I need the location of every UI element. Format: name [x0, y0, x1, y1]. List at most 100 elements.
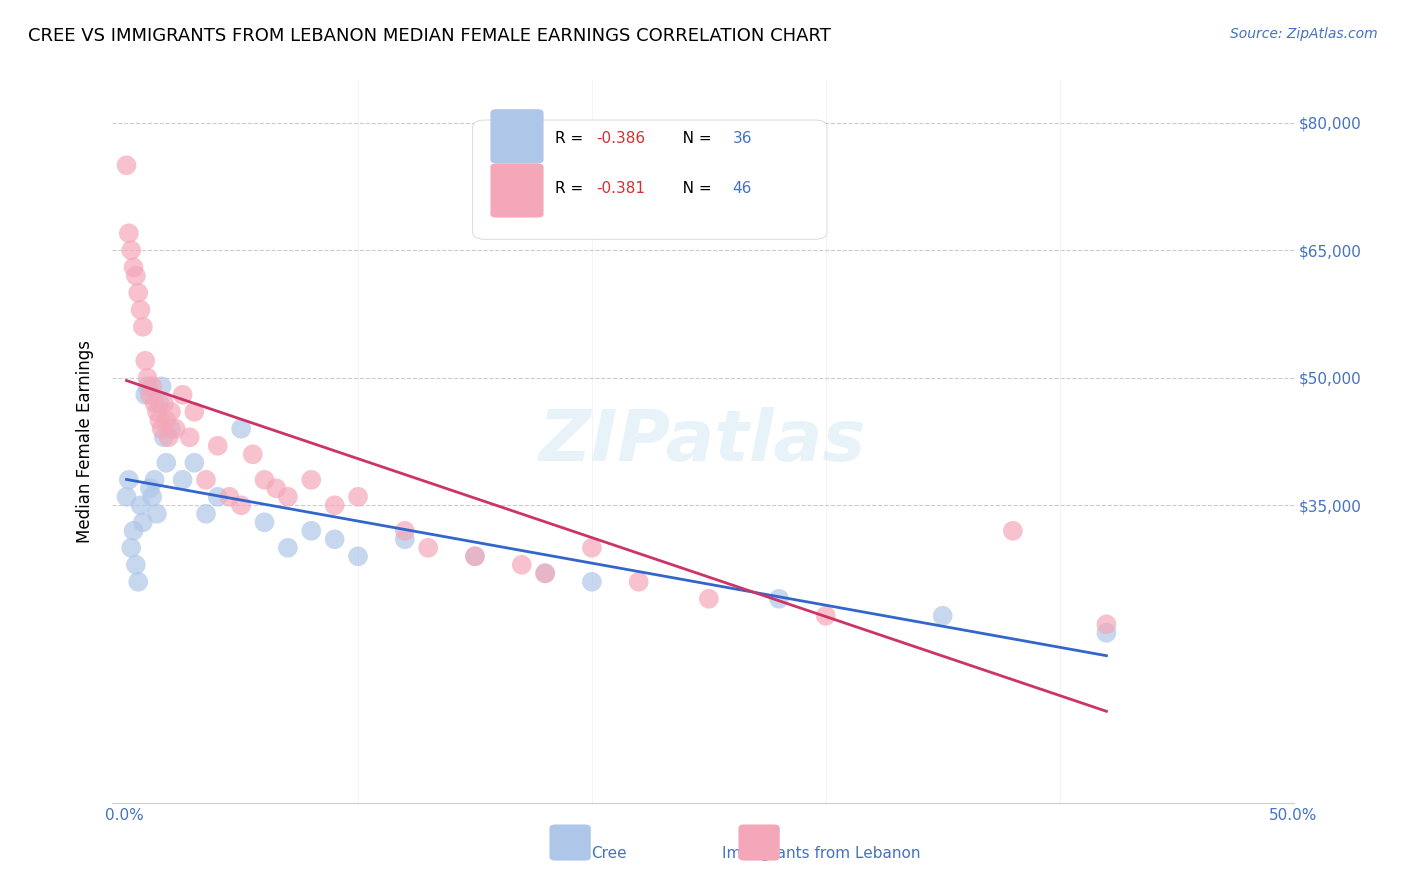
Point — [183, 456, 205, 470]
Point — [172, 473, 194, 487]
Point — [129, 302, 152, 317]
Text: R =: R = — [555, 181, 589, 196]
Point — [134, 388, 156, 402]
FancyBboxPatch shape — [550, 824, 591, 861]
Point — [148, 413, 170, 427]
Point — [697, 591, 720, 606]
Text: -0.386: -0.386 — [596, 130, 645, 145]
Point — [122, 524, 145, 538]
Point — [418, 541, 440, 555]
Point — [464, 549, 486, 564]
Point — [242, 447, 264, 461]
Point — [253, 473, 276, 487]
Point — [253, 516, 276, 530]
Point — [299, 473, 322, 487]
Point — [814, 608, 837, 623]
Point — [157, 430, 180, 444]
Point — [139, 481, 162, 495]
Point — [132, 319, 155, 334]
Point — [195, 507, 218, 521]
Point — [143, 473, 166, 487]
FancyBboxPatch shape — [738, 824, 780, 861]
Point — [115, 158, 138, 172]
Text: CREE VS IMMIGRANTS FROM LEBANON MEDIAN FEMALE EARNINGS CORRELATION CHART: CREE VS IMMIGRANTS FROM LEBANON MEDIAN F… — [28, 27, 831, 45]
Point — [160, 405, 183, 419]
Point — [277, 541, 299, 555]
Text: ZIPatlas: ZIPatlas — [540, 407, 866, 476]
Text: 46: 46 — [733, 181, 752, 196]
Point — [1095, 625, 1118, 640]
Point — [132, 516, 155, 530]
Point — [172, 388, 194, 402]
Point — [141, 490, 163, 504]
Point — [150, 422, 173, 436]
Point — [218, 490, 240, 504]
Point — [1001, 524, 1024, 538]
Point — [127, 285, 149, 300]
Point — [464, 549, 486, 564]
Point — [120, 541, 142, 555]
Point — [510, 558, 533, 572]
Point — [207, 439, 229, 453]
Point — [136, 371, 159, 385]
Text: Immigrants from Lebanon: Immigrants from Lebanon — [721, 847, 921, 861]
Point — [115, 490, 138, 504]
Point — [229, 422, 252, 436]
Point — [581, 541, 603, 555]
Point — [143, 396, 166, 410]
Point — [394, 524, 416, 538]
Point — [118, 227, 141, 241]
Point — [347, 490, 370, 504]
Point — [153, 430, 176, 444]
Point — [207, 490, 229, 504]
Point — [155, 456, 177, 470]
Point — [229, 498, 252, 512]
Point — [125, 558, 148, 572]
Point — [627, 574, 650, 589]
Point — [323, 498, 346, 512]
Point — [394, 533, 416, 547]
Point — [277, 490, 299, 504]
Text: Source: ZipAtlas.com: Source: ZipAtlas.com — [1230, 27, 1378, 41]
Point — [581, 574, 603, 589]
Point — [323, 533, 346, 547]
Point — [122, 260, 145, 275]
Point — [118, 473, 141, 487]
Point — [347, 549, 370, 564]
Text: -0.381: -0.381 — [596, 181, 645, 196]
Point — [153, 396, 176, 410]
Text: R =: R = — [555, 130, 589, 145]
Point — [768, 591, 790, 606]
Point — [155, 413, 177, 427]
Point — [150, 379, 173, 393]
Point — [1095, 617, 1118, 632]
Point — [931, 608, 953, 623]
Point — [179, 430, 201, 444]
Text: N =: N = — [668, 181, 716, 196]
Text: N =: N = — [668, 130, 716, 145]
Point — [139, 388, 162, 402]
FancyBboxPatch shape — [491, 109, 544, 163]
Point — [183, 405, 205, 419]
Point — [148, 396, 170, 410]
Point — [195, 473, 218, 487]
Point — [534, 566, 557, 581]
Point — [127, 574, 149, 589]
Text: Cree: Cree — [591, 847, 626, 861]
Point — [141, 379, 163, 393]
Point — [146, 507, 169, 521]
FancyBboxPatch shape — [472, 120, 827, 239]
Point — [165, 422, 187, 436]
Point — [129, 498, 152, 512]
Point — [136, 379, 159, 393]
Point — [534, 566, 557, 581]
Text: 36: 36 — [733, 130, 752, 145]
Point — [120, 244, 142, 258]
Point — [160, 422, 183, 436]
Point — [299, 524, 322, 538]
Point — [146, 405, 169, 419]
Y-axis label: Median Female Earnings: Median Female Earnings — [76, 340, 94, 543]
Point — [264, 481, 287, 495]
Point — [125, 268, 148, 283]
Point — [134, 353, 156, 368]
